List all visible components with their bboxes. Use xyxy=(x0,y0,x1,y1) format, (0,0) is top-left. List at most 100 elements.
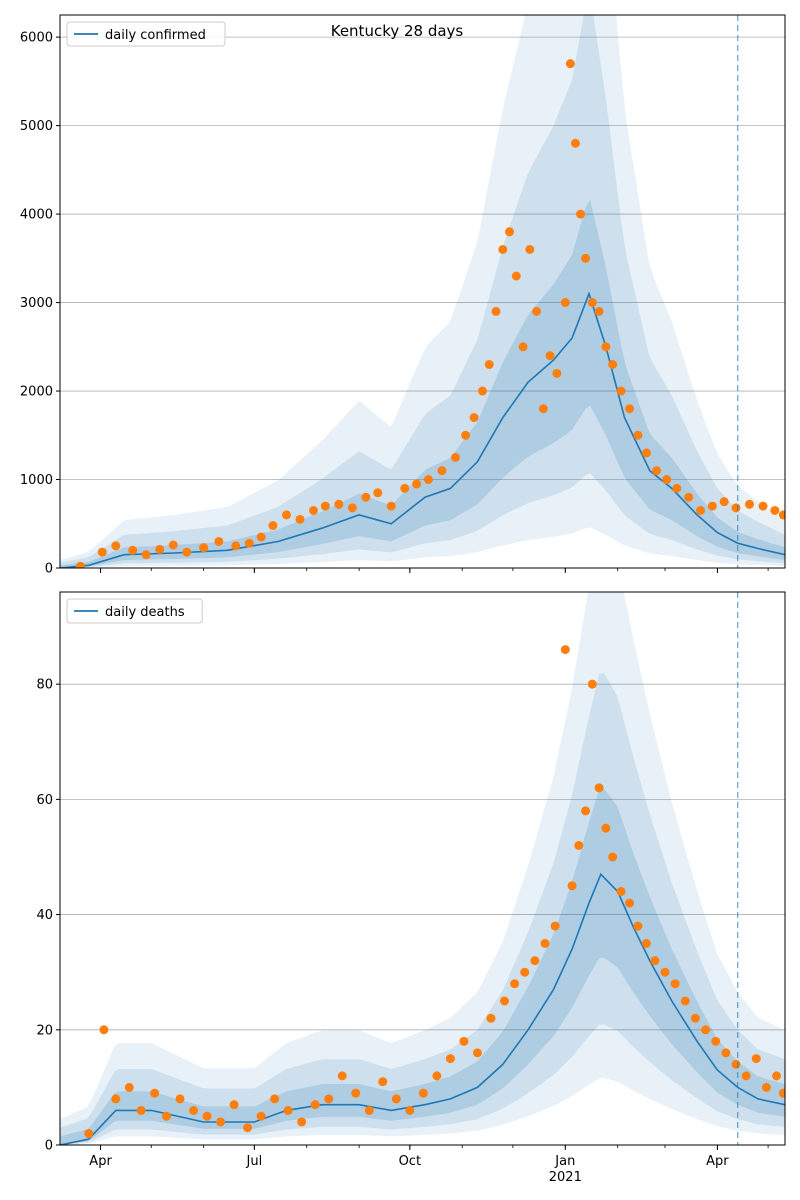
x-tick-label: Oct xyxy=(399,1154,421,1169)
data-point xyxy=(141,550,151,560)
data-point xyxy=(189,1105,199,1115)
confirmed-chart: 0 1000 2000 3000 4000 5000 6000 daily confirmed xyxy=(20,14,786,577)
data-point xyxy=(540,938,550,948)
data-point xyxy=(111,541,121,551)
data-point xyxy=(633,430,643,440)
data-point xyxy=(128,545,138,555)
data-point xyxy=(532,306,542,316)
data-point xyxy=(761,1082,771,1092)
data-point xyxy=(391,1094,401,1104)
data-point xyxy=(229,1100,239,1110)
data-point xyxy=(351,1088,361,1098)
data-point xyxy=(721,1048,731,1058)
data-point xyxy=(690,1013,700,1023)
data-point xyxy=(161,1111,171,1121)
data-point xyxy=(477,386,487,396)
data-point xyxy=(150,1088,160,1098)
data-point xyxy=(616,386,626,396)
data-point xyxy=(256,1111,266,1121)
data-point xyxy=(574,840,584,850)
uncertainty-band xyxy=(60,672,785,1145)
data-point xyxy=(652,466,662,476)
x-tick-label: Jan xyxy=(554,1154,575,1169)
plot-frame xyxy=(59,591,786,1146)
data-point xyxy=(337,1071,347,1081)
legend: daily deaths xyxy=(66,598,203,624)
data-point xyxy=(364,1105,374,1115)
data-point xyxy=(581,806,591,816)
data-point xyxy=(587,298,597,308)
data-point xyxy=(75,561,85,568)
y-tick-label: 1000 xyxy=(20,473,53,488)
data-point xyxy=(199,543,209,553)
data-point xyxy=(308,505,318,515)
data-point xyxy=(641,448,651,458)
data-point xyxy=(84,1128,94,1138)
y-tick-label: 2000 xyxy=(20,385,53,400)
data-point xyxy=(680,996,690,1006)
data-point xyxy=(758,501,768,511)
x-tick-label: Jul xyxy=(246,1154,263,1169)
uncertainty-bands xyxy=(60,15,785,568)
data-point xyxy=(560,645,570,655)
data-point xyxy=(511,271,521,281)
data-point xyxy=(608,852,618,862)
data-point xyxy=(616,887,626,897)
data-point xyxy=(684,492,694,502)
data-point xyxy=(155,544,165,554)
data-point xyxy=(731,503,741,513)
data-point xyxy=(650,956,660,966)
y-tick-label: 5000 xyxy=(20,119,53,134)
y-tick-label: 0 xyxy=(45,562,53,577)
data-point xyxy=(432,1071,442,1081)
data-point xyxy=(124,1082,134,1092)
data-point xyxy=(670,979,680,989)
data-point xyxy=(525,244,535,254)
data-point xyxy=(320,501,330,511)
data-point xyxy=(168,540,178,550)
data-point xyxy=(400,483,410,493)
chart-title: Kentucky 28 days xyxy=(331,22,464,40)
plot-frame xyxy=(59,14,786,569)
y-tick-label: 60 xyxy=(36,793,53,808)
data-point xyxy=(719,497,729,507)
y-tick-label: 3000 xyxy=(20,296,53,311)
data-point xyxy=(310,1100,320,1110)
data-point xyxy=(565,59,575,69)
data-point xyxy=(361,492,371,502)
data-point xyxy=(459,1036,469,1046)
data-point xyxy=(660,967,670,977)
data-point xyxy=(486,1013,496,1023)
data-point xyxy=(587,679,597,689)
data-point xyxy=(567,881,577,891)
data-point xyxy=(538,404,548,414)
data-point xyxy=(778,1088,785,1098)
series-line xyxy=(60,872,785,1145)
data-point xyxy=(244,538,254,548)
data-point xyxy=(334,499,344,509)
data-point xyxy=(450,452,460,462)
data-point xyxy=(581,253,591,263)
data-point xyxy=(552,368,562,378)
data-point xyxy=(745,499,755,509)
data-point xyxy=(672,483,682,493)
data-point xyxy=(136,1105,146,1115)
y-tick-label: 40 xyxy=(36,908,53,923)
data-point xyxy=(520,967,530,977)
data-point xyxy=(256,532,266,542)
data-point xyxy=(378,1077,388,1087)
data-point xyxy=(518,342,528,352)
data-point xyxy=(182,547,192,557)
data-point xyxy=(405,1105,415,1115)
data-point xyxy=(696,505,706,515)
data-point xyxy=(625,898,635,908)
data-point xyxy=(231,541,241,551)
data-point xyxy=(386,501,396,511)
data-point xyxy=(243,1123,253,1133)
legend-label: daily confirmed xyxy=(105,28,206,43)
x-tick-label: Apr xyxy=(706,1154,729,1169)
data-point xyxy=(99,1025,109,1035)
uncertainty-band xyxy=(60,592,785,1145)
data-point xyxy=(741,1071,751,1081)
